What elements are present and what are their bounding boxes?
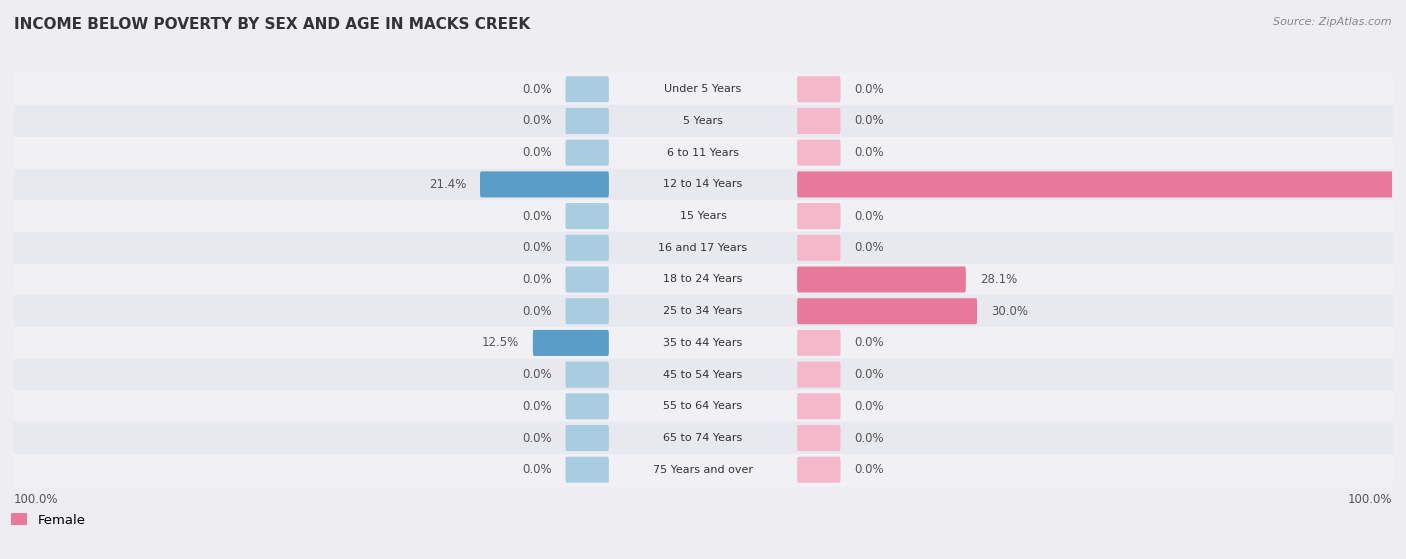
Text: 18 to 24 Years: 18 to 24 Years: [664, 274, 742, 285]
Bar: [14, 232, 1392, 264]
FancyBboxPatch shape: [797, 235, 841, 261]
FancyBboxPatch shape: [565, 298, 609, 324]
FancyBboxPatch shape: [565, 108, 609, 134]
Text: 0.0%: 0.0%: [855, 337, 884, 349]
FancyBboxPatch shape: [797, 298, 977, 324]
FancyBboxPatch shape: [565, 425, 609, 451]
Text: 0.0%: 0.0%: [855, 115, 884, 127]
Text: 16 and 17 Years: 16 and 17 Years: [658, 243, 748, 253]
Bar: [14, 454, 1392, 486]
FancyBboxPatch shape: [797, 76, 841, 102]
Text: 12 to 14 Years: 12 to 14 Years: [664, 179, 742, 190]
Text: 35 to 44 Years: 35 to 44 Years: [664, 338, 742, 348]
FancyBboxPatch shape: [797, 425, 841, 451]
Bar: [14, 391, 1392, 422]
Text: 0.0%: 0.0%: [855, 368, 884, 381]
Text: 6 to 11 Years: 6 to 11 Years: [666, 148, 740, 158]
Bar: [14, 359, 1392, 391]
Bar: [14, 327, 1392, 359]
FancyBboxPatch shape: [533, 330, 609, 356]
Text: 12.5%: 12.5%: [482, 337, 519, 349]
FancyBboxPatch shape: [565, 362, 609, 387]
Text: 0.0%: 0.0%: [855, 400, 884, 413]
Text: 0.0%: 0.0%: [522, 463, 551, 476]
Legend: Male, Female: Male, Female: [0, 508, 91, 532]
Text: 25 to 34 Years: 25 to 34 Years: [664, 306, 742, 316]
Text: 0.0%: 0.0%: [522, 83, 551, 96]
FancyBboxPatch shape: [565, 203, 609, 229]
Text: 30.0%: 30.0%: [991, 305, 1028, 318]
Bar: [14, 105, 1392, 137]
Text: 0.0%: 0.0%: [855, 241, 884, 254]
FancyBboxPatch shape: [797, 362, 841, 387]
Text: Source: ZipAtlas.com: Source: ZipAtlas.com: [1274, 17, 1392, 27]
FancyBboxPatch shape: [565, 457, 609, 483]
Text: 0.0%: 0.0%: [522, 305, 551, 318]
Text: 100.0%: 100.0%: [14, 492, 59, 505]
Text: 0.0%: 0.0%: [522, 241, 551, 254]
Bar: [14, 422, 1392, 454]
FancyBboxPatch shape: [479, 172, 609, 197]
Bar: [14, 200, 1392, 232]
Text: 0.0%: 0.0%: [522, 368, 551, 381]
Text: 0.0%: 0.0%: [522, 210, 551, 222]
Bar: [14, 295, 1392, 327]
FancyBboxPatch shape: [797, 267, 966, 292]
Text: 21.4%: 21.4%: [429, 178, 465, 191]
FancyBboxPatch shape: [797, 330, 841, 356]
Text: Under 5 Years: Under 5 Years: [665, 84, 741, 94]
Text: 0.0%: 0.0%: [522, 400, 551, 413]
FancyBboxPatch shape: [565, 235, 609, 261]
Bar: [14, 264, 1392, 295]
FancyBboxPatch shape: [797, 108, 841, 134]
Text: 15 Years: 15 Years: [679, 211, 727, 221]
Text: 0.0%: 0.0%: [855, 463, 884, 476]
FancyBboxPatch shape: [797, 172, 1393, 197]
FancyBboxPatch shape: [565, 267, 609, 292]
Text: 0.0%: 0.0%: [522, 146, 551, 159]
FancyBboxPatch shape: [565, 140, 609, 165]
FancyBboxPatch shape: [565, 76, 609, 102]
Bar: [14, 137, 1392, 168]
Text: 0.0%: 0.0%: [855, 83, 884, 96]
FancyBboxPatch shape: [797, 457, 841, 483]
Text: 0.0%: 0.0%: [855, 210, 884, 222]
FancyBboxPatch shape: [797, 140, 841, 165]
Text: 0.0%: 0.0%: [855, 146, 884, 159]
Text: 0.0%: 0.0%: [522, 273, 551, 286]
Text: 0.0%: 0.0%: [855, 432, 884, 444]
FancyBboxPatch shape: [565, 394, 609, 419]
Text: 100.0%: 100.0%: [1347, 492, 1392, 505]
Text: 55 to 64 Years: 55 to 64 Years: [664, 401, 742, 411]
Bar: [14, 168, 1392, 200]
Text: 65 to 74 Years: 65 to 74 Years: [664, 433, 742, 443]
Bar: [14, 73, 1392, 105]
Text: 5 Years: 5 Years: [683, 116, 723, 126]
Text: 28.1%: 28.1%: [980, 273, 1017, 286]
Text: 75 Years and over: 75 Years and over: [652, 465, 754, 475]
Text: 0.0%: 0.0%: [522, 115, 551, 127]
Text: 45 to 54 Years: 45 to 54 Years: [664, 369, 742, 380]
Text: INCOME BELOW POVERTY BY SEX AND AGE IN MACKS CREEK: INCOME BELOW POVERTY BY SEX AND AGE IN M…: [14, 17, 530, 32]
FancyBboxPatch shape: [797, 394, 841, 419]
FancyBboxPatch shape: [797, 203, 841, 229]
Text: 0.0%: 0.0%: [522, 432, 551, 444]
